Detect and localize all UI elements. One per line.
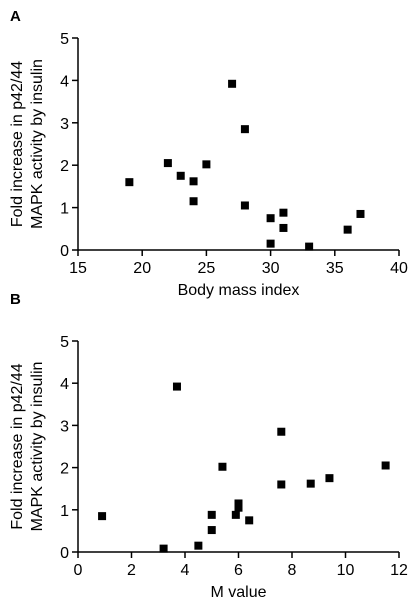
panel-b-data-point — [277, 427, 286, 436]
panel-a-data-point — [356, 209, 365, 218]
panel-a-data-point — [189, 197, 198, 206]
panel-b-y-axis-label-line-1: Fold increase in p42/44 — [9, 363, 26, 529]
panel-a-y-axis-label-line-1: Fold increase in p42/44 — [9, 61, 26, 227]
panel-b-y-tick-label: 0 — [60, 545, 69, 562]
panel-b-data-point — [98, 512, 107, 521]
panel-a-data-point — [279, 208, 288, 217]
panel-b-y-tick-label: 1 — [60, 503, 69, 520]
panel-a-y-tick-label: 3 — [60, 116, 69, 133]
panel-b-data-point — [245, 516, 254, 525]
panel-b-data-point — [207, 526, 216, 535]
panel-a-x-tick-label: 25 — [198, 260, 216, 277]
panel-b-y-tick-label: 5 — [60, 334, 69, 351]
panel-b-x-tick-label: 6 — [234, 562, 243, 579]
panel-a-data-point — [343, 225, 352, 234]
panel-b-data-point — [159, 544, 168, 553]
panel-b-data-point — [306, 479, 315, 488]
panel-a-data-point — [163, 159, 172, 168]
panel-a-data-point — [240, 125, 249, 134]
panel-a-x-tick-label: 30 — [262, 260, 280, 277]
panel-a-data-point — [240, 201, 249, 210]
panel-b-letter: B — [10, 291, 21, 308]
panel-b-data-point — [218, 462, 227, 471]
panel-b-y-tick-label: 4 — [60, 376, 69, 393]
panel-b-x-tick-label: 10 — [337, 562, 355, 579]
panel-a-y-tick-label: 2 — [60, 158, 69, 175]
panel-a-y-tick-label: 1 — [60, 201, 69, 218]
panel-b-x-axis-label: M value — [210, 584, 266, 601]
panel-a-x-axis-label: Body mass index — [178, 282, 300, 299]
panel-a-x-tick-label: 20 — [133, 260, 151, 277]
panel-a-data-point — [305, 242, 314, 251]
panel-a-x-tick-label: 35 — [326, 260, 344, 277]
panel-a-data-point — [176, 171, 185, 180]
panel-b-data-point — [207, 510, 216, 519]
panel-a-y-axis-label-line-2: MAPK activity by insulin — [29, 59, 46, 229]
panel-b-x-tick-label: 4 — [181, 562, 190, 579]
panel-a-x-tick-label: 15 — [69, 260, 87, 277]
panel-b-x-tick-label: 8 — [288, 562, 297, 579]
panel-b-x-tick-label: 2 — [127, 562, 136, 579]
panel-a-x-tick-label: 40 — [390, 260, 408, 277]
panel-a-data-point — [125, 178, 134, 187]
panel-a-y-tick-label: 0 — [60, 243, 69, 260]
panel-b-y-axis-label-line-2: MAPK activity by insulin — [29, 362, 46, 532]
panel-a-letter: A — [10, 8, 21, 25]
panel-a-data-point — [279, 223, 288, 232]
panel-a-data-point — [266, 214, 275, 223]
panel-b-data-point — [234, 503, 243, 512]
panel-a-data-point — [189, 177, 198, 186]
panel-a-y-tick-label: 5 — [60, 31, 69, 48]
panel-a-y-tick-label: 4 — [60, 73, 69, 90]
panel-a-data-point — [202, 160, 211, 169]
panel-b-data-point — [231, 510, 240, 519]
panel-b-y-tick-label: 3 — [60, 418, 69, 435]
panel-b-data-point — [325, 474, 334, 483]
panel-b-y-tick-label: 2 — [60, 461, 69, 478]
panel-a-data-point — [266, 239, 275, 248]
panel-b-data-point — [277, 480, 286, 489]
panel-b-data-point — [172, 382, 181, 391]
panel-b-x-tick-label: 0 — [74, 562, 83, 579]
panel-a-data-point — [228, 79, 237, 88]
panel-b-data-point — [194, 541, 203, 550]
panel-b-data-point — [381, 461, 390, 470]
panel-b-data-point — [234, 499, 243, 508]
panel-b-x-tick-label: 12 — [390, 562, 408, 579]
